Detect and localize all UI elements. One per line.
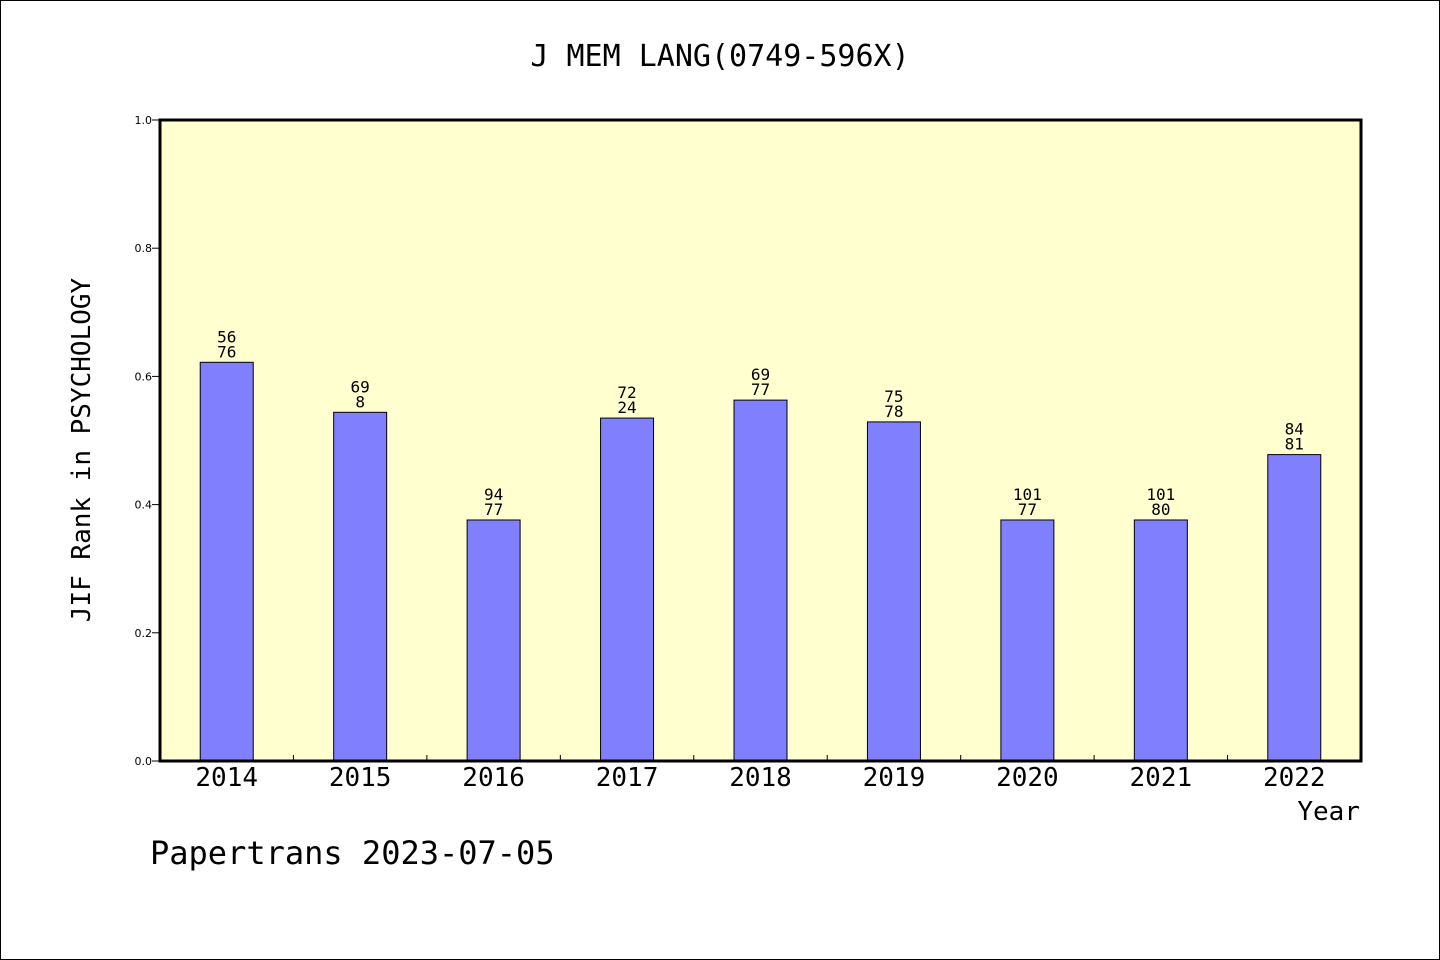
- chart-title: J MEM LANG(0749-596X): [530, 39, 909, 74]
- bar-2017: [600, 417, 655, 762]
- y-tick-label: 0.4: [135, 499, 153, 512]
- x-tick-label: 2015: [329, 763, 392, 793]
- bar-2018: [733, 399, 788, 762]
- bar-label-rank: 75: [884, 387, 903, 406]
- x-tick-label: 2016: [462, 763, 525, 793]
- bar-label-total: 81: [1285, 435, 1304, 454]
- x-tick-label: 2019: [863, 763, 926, 793]
- bar-2016: [466, 519, 521, 762]
- x-tick-label: 2020: [996, 763, 1059, 793]
- bar-label-rank: 56: [217, 327, 236, 346]
- bar-label-rank: 69: [751, 365, 770, 384]
- bar-label-rank: 84: [1285, 420, 1304, 439]
- bar-2019: [866, 421, 921, 762]
- bar-label-total: 77: [484, 500, 503, 519]
- x-tick-label: 2021: [1130, 763, 1193, 793]
- bar-series: [199, 361, 1322, 762]
- y-axis: 0.0 0.2 0.4 0.6 0.8 1.0: [135, 114, 160, 768]
- x-axis-tick-labels: 2014 2015 2016 2017 2018 2019 2020 2021 2022: [195, 763, 1325, 793]
- y-tick-label: 0.0: [135, 755, 153, 768]
- bar-label-total: 77: [751, 380, 770, 399]
- y-tick-label: 0.6: [135, 370, 153, 383]
- bar-2014: [199, 361, 254, 762]
- y-tick-label: 1.0: [135, 114, 153, 127]
- bar-2021: [1133, 519, 1188, 762]
- bar-label-total: 24: [617, 398, 636, 417]
- y-tick-label: 0.2: [135, 627, 153, 640]
- bar-2022: [1267, 454, 1322, 762]
- x-axis-label: Year: [1297, 797, 1360, 827]
- bar-2015: [333, 411, 388, 762]
- bar-label-total: 77: [1018, 500, 1037, 519]
- bar-2020: [1000, 519, 1055, 762]
- bar-label-rank: 101: [1146, 485, 1175, 504]
- x-tick-label: 2018: [729, 763, 792, 793]
- bar-label-total: 78: [884, 402, 903, 421]
- bar-label-rank: 94: [484, 485, 503, 504]
- x-tick-label: 2014: [195, 763, 258, 793]
- x-tick-label: 2017: [596, 763, 659, 793]
- footer-credit: Papertrans 2023-07-05: [150, 834, 555, 872]
- plot-frame: [158, 118, 1363, 763]
- y-tick-label: 0.8: [135, 242, 153, 255]
- x-tick-label: 2022: [1263, 763, 1326, 793]
- bar-label-total: 76: [217, 342, 236, 361]
- bar-label-rank: 101: [1013, 485, 1042, 504]
- bar-label-total: 80: [1151, 500, 1170, 519]
- bar-label-rank: 69: [351, 377, 370, 396]
- bar-label-total: 8: [355, 392, 365, 411]
- bar-label-rank: 72: [617, 383, 636, 402]
- y-axis-label: JIF Rank in PSYCHOLOGY: [67, 277, 97, 622]
